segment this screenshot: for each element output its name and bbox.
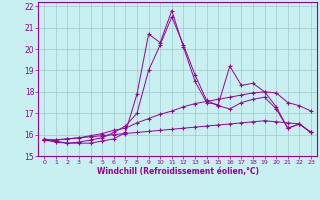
X-axis label: Windchill (Refroidissement éolien,°C): Windchill (Refroidissement éolien,°C): [97, 167, 259, 176]
